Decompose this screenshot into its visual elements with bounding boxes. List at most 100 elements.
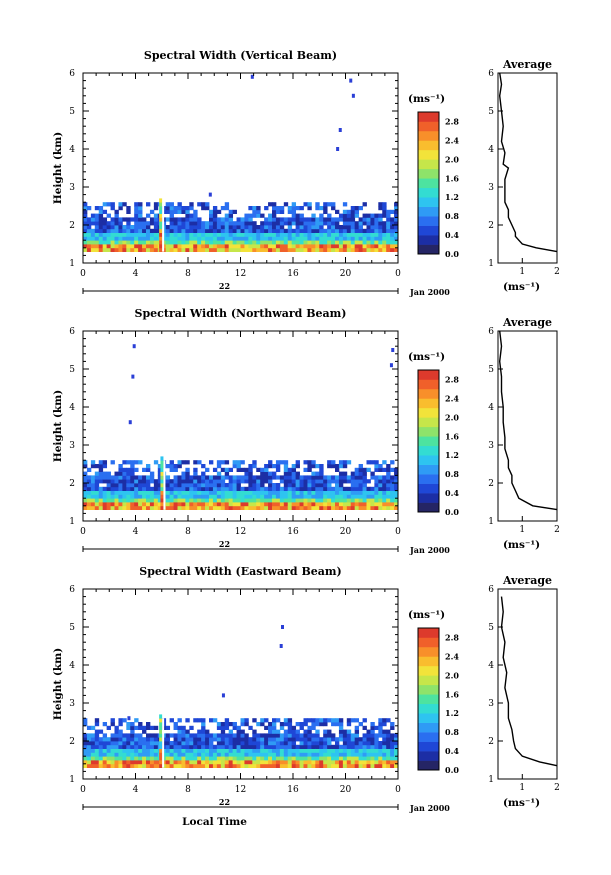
heatmap-cell bbox=[252, 460, 257, 465]
heatmap-cell bbox=[358, 232, 363, 237]
heatmap-cell bbox=[98, 240, 104, 245]
heatmap-cell bbox=[315, 486, 320, 491]
heatmap-cell bbox=[232, 494, 237, 499]
x-tick-label: 12 bbox=[235, 269, 246, 279]
spike-cell bbox=[159, 748, 163, 753]
heatmap-cell bbox=[169, 232, 174, 237]
heatmap-cell bbox=[201, 741, 206, 746]
heatmap-cell bbox=[315, 737, 320, 742]
heatmap-cell bbox=[181, 236, 186, 241]
heatmap-cell bbox=[303, 741, 308, 746]
heatmap-cell bbox=[394, 483, 399, 488]
y-axis-label: Height (km) bbox=[52, 132, 64, 204]
heatmap-cell bbox=[279, 737, 285, 742]
spike-cell bbox=[159, 209, 163, 214]
heatmap-cell bbox=[126, 505, 131, 510]
heatmap-cell bbox=[224, 240, 230, 245]
heatmap-cell bbox=[331, 718, 336, 723]
heatmap-cell bbox=[335, 483, 340, 488]
x-tick-label: 0 bbox=[395, 269, 401, 279]
heatmap-cell bbox=[358, 225, 363, 230]
heatmap-cell bbox=[114, 737, 119, 742]
heatmap-cell bbox=[303, 763, 308, 768]
heatmap-cell bbox=[295, 494, 300, 499]
heatmap-cell bbox=[228, 733, 234, 738]
heatmap-cell bbox=[307, 733, 312, 738]
colorbar-swatch bbox=[418, 388, 439, 399]
heatmap-cell bbox=[193, 221, 198, 226]
heatmap-cell bbox=[279, 236, 285, 241]
heatmap-cell bbox=[130, 498, 135, 503]
heatmap-cell bbox=[244, 741, 249, 746]
heatmap-cell bbox=[303, 244, 308, 249]
heatmap-cell bbox=[350, 232, 356, 237]
heatmap-cell bbox=[350, 494, 356, 499]
heatmap-cell bbox=[275, 225, 281, 230]
heatmap-cell bbox=[118, 756, 123, 761]
colorbar-unit: (ms⁻¹) bbox=[408, 93, 445, 105]
heatmap-cell bbox=[216, 722, 222, 727]
x-tick-label: 0 bbox=[80, 527, 86, 537]
heatmap-cell bbox=[264, 206, 269, 211]
heatmap-cell bbox=[212, 733, 218, 738]
heatmap-cell bbox=[287, 748, 293, 753]
colorbar-swatch bbox=[418, 684, 439, 695]
heatmap-cell bbox=[189, 206, 194, 211]
heatmap-cell bbox=[102, 505, 108, 510]
heatmap-cell bbox=[338, 240, 344, 245]
heatmap-cells bbox=[83, 625, 399, 768]
heatmap-cell bbox=[268, 471, 273, 476]
heatmap-cell bbox=[205, 760, 210, 765]
heatmap-cell bbox=[126, 221, 131, 226]
heatmap-cell bbox=[212, 213, 218, 218]
heatmap-cell bbox=[216, 247, 222, 252]
heatmap-cell bbox=[83, 486, 88, 491]
y-tick-label: 3 bbox=[69, 699, 75, 709]
y-tick-label: 3 bbox=[69, 441, 75, 451]
heatmap-cell bbox=[114, 217, 119, 222]
heatmap-cell bbox=[165, 502, 171, 507]
heatmap-cell bbox=[283, 763, 289, 768]
heatmap-cell bbox=[291, 498, 297, 503]
heatmap-cell bbox=[390, 460, 395, 465]
heatmap-cell bbox=[315, 760, 320, 765]
heatmap-cell bbox=[153, 236, 159, 241]
heatmap-cell bbox=[83, 236, 88, 241]
heatmap-cell bbox=[169, 202, 174, 207]
heatmap-cell bbox=[342, 729, 348, 734]
heatmap-cell bbox=[370, 471, 375, 476]
heatmap-cell bbox=[118, 729, 123, 734]
spike-cell bbox=[159, 744, 163, 749]
heatmap-cell bbox=[220, 240, 226, 245]
heatmap-cell bbox=[311, 756, 316, 761]
heatmap-cell bbox=[287, 756, 293, 761]
heatmap-cell bbox=[110, 486, 115, 491]
heatmap-cell bbox=[138, 209, 143, 214]
heatmap-cell bbox=[315, 756, 320, 761]
heatmap-cell bbox=[228, 737, 234, 742]
heatmap-cell bbox=[279, 725, 285, 730]
heatmap-cell bbox=[94, 206, 100, 211]
heatmap-cell bbox=[201, 475, 206, 480]
heatmap-cell bbox=[287, 471, 293, 476]
heatmap-cell bbox=[362, 760, 367, 765]
heatmap-cell bbox=[185, 756, 190, 761]
heatmap-cell bbox=[331, 202, 336, 207]
heatmap-cell bbox=[350, 240, 356, 245]
heatmap-cell bbox=[319, 741, 324, 746]
heatmap-cell bbox=[256, 756, 261, 761]
heatmap-cell bbox=[342, 737, 348, 742]
heatmap-cell bbox=[126, 744, 131, 749]
heatmap-cell bbox=[106, 756, 111, 761]
y-tick-label: 2 bbox=[69, 479, 75, 489]
heatmap-cell bbox=[354, 240, 360, 245]
heatmap-cell bbox=[264, 756, 269, 761]
heatmap-cell bbox=[394, 217, 399, 222]
heatmap-cell bbox=[338, 494, 344, 499]
heatmap-cell bbox=[130, 729, 135, 734]
heatmap-cell bbox=[224, 741, 230, 746]
heatmap-cell bbox=[138, 490, 143, 495]
heatmap-cell bbox=[110, 217, 115, 222]
heatmap-cell bbox=[252, 760, 257, 765]
heatmap-cell bbox=[181, 240, 186, 245]
